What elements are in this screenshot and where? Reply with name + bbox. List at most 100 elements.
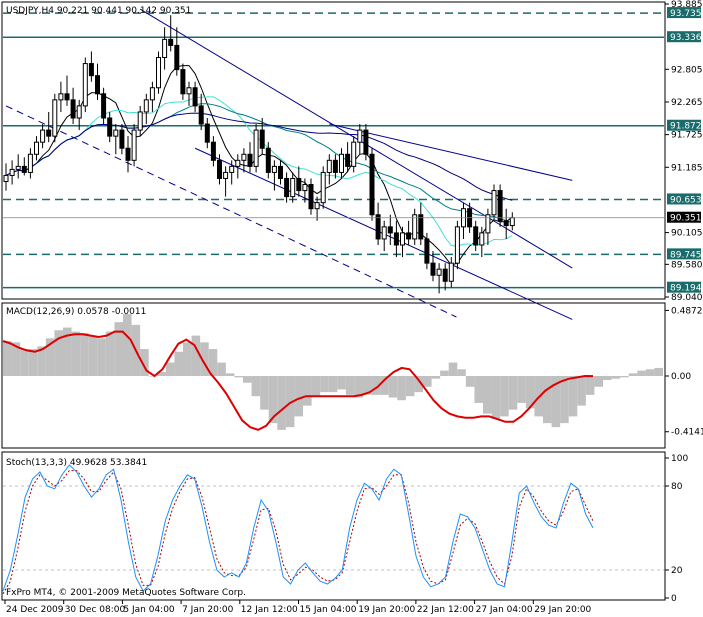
macd-bar-40 [345,376,355,395]
macd-bar-1 [11,342,21,376]
candle-body-7 [46,129,52,137]
macd-bar-18 [157,371,166,376]
candle-body-31 [192,87,198,107]
channel-line-1 [5,105,457,318]
candle-body-10 [64,93,70,101]
stoch-title: Stoch(13,3,3) 49.9628 53.3841 [6,458,147,468]
macd-bar-13 [114,322,123,376]
candle-body-64 [393,232,399,246]
time-label-2: 5 Jan 04:00 [123,605,175,615]
candle-body-78 [479,232,485,246]
time-label-1: 30 Dec 08:00 [65,605,126,615]
macd-tick-label-2: -0.4141 [671,428,703,438]
macd-bar-61 [525,376,535,409]
macd-bar-43 [371,376,381,395]
macd-bar-66 [568,376,578,417]
candle-body-77 [473,226,479,246]
candle-body-71 [436,268,442,276]
price-tick-label-6: 89.580 [671,260,703,270]
stoch-signal-line [2,470,594,595]
macd-bar-52 [448,362,458,376]
macd-bar-49 [423,376,432,387]
stoch-panel-frame [1,451,666,601]
macd-bar-10 [88,335,98,376]
candle-body-16 [101,93,107,119]
level-label-box-1 [667,31,701,43]
macd-bar-21 [183,342,192,376]
macd-title: MACD(12,26,9) 0.0578 -0.0011 [6,307,146,317]
macd-bar-37 [320,376,329,393]
macd-bar-23 [200,342,209,376]
candle-body-15 [95,75,100,95]
level-label-box-0 [667,7,701,19]
price-tick-label-7: 89.040 [671,293,703,303]
time-label-9: 29 Jan 20:00 [534,605,591,615]
channel-line-3 [329,123,573,181]
candle-body-79 [485,214,491,234]
stoch-tick-label-2: 20 [671,566,683,576]
candle-body-19 [119,129,125,149]
macd-bar-46 [397,376,406,401]
candle-body-5 [34,141,39,155]
candle-body-47 [290,177,296,198]
macd-bar-24 [208,349,218,376]
level-label-5: 89.194 [670,284,702,294]
macd-bar-74 [637,370,646,376]
candle-body-69 [424,238,430,264]
candle-body-23 [143,99,149,113]
macd-bar-11 [97,338,106,376]
macd-bar-76 [654,367,663,376]
macd-bar-4 [37,346,46,376]
macd-bar-20 [174,351,183,376]
macd-bar-72 [620,376,629,378]
macd-bar-68 [585,376,595,395]
candle-body-53 [326,159,332,173]
level-label-3: 90.653 [670,195,702,205]
macd-bar-71 [611,376,621,379]
macd-bar-35 [303,376,312,406]
macd-bar-53 [457,369,466,376]
candle-body-48 [296,177,302,192]
price-tick-label-2: 92.265 [671,98,703,108]
price-plot [3,8,664,320]
macd-bar-31 [268,376,278,424]
level-label-box-5 [667,281,701,293]
macd-bar-51 [440,370,449,376]
candle-body-80 [491,190,497,216]
macd-bar-32 [277,376,286,430]
price-tick-label-4: 91.185 [671,163,703,173]
price-title: USDJPY,H4 90.221 90.441 90.142 90.351 [6,6,191,16]
candle-body-36 [223,171,229,179]
macd-bar-6 [54,330,63,376]
time-label-0: 24 Dec 2009 [6,605,64,615]
macd-bar-5 [45,338,55,376]
macd-bar-64 [551,376,561,428]
candle-body-6 [40,129,46,143]
macd-bar-36 [311,376,321,397]
candle-body-13 [82,63,88,107]
candle-body-44 [271,165,277,173]
candle-body-9 [58,93,64,101]
candle-body-40 [247,153,253,167]
candle-body-59 [363,129,369,155]
candle-body-63 [387,226,393,234]
macd-bar-75 [645,369,655,376]
macd-bar-48 [414,376,423,393]
macd-bar-19 [165,362,175,376]
macd-bar-63 [543,376,552,424]
stoch-tick-label-1: 80 [671,482,683,492]
macd-bar-28 [243,376,252,383]
candle-body-38 [235,159,241,167]
candle-body-26 [162,38,168,59]
macd-bar-44 [380,376,389,395]
macd-tick-label-1: 0.00 [671,372,691,382]
macd-bar-3 [28,349,38,376]
macd-bar-41 [354,376,363,398]
time-label-6: 19 Jan 20:00 [358,605,415,615]
macd-bar-50 [431,376,441,379]
level-label-box-4 [667,248,701,260]
candle-body-67 [412,214,418,240]
candle-body-2 [15,165,21,170]
candle-body-30 [186,87,192,95]
